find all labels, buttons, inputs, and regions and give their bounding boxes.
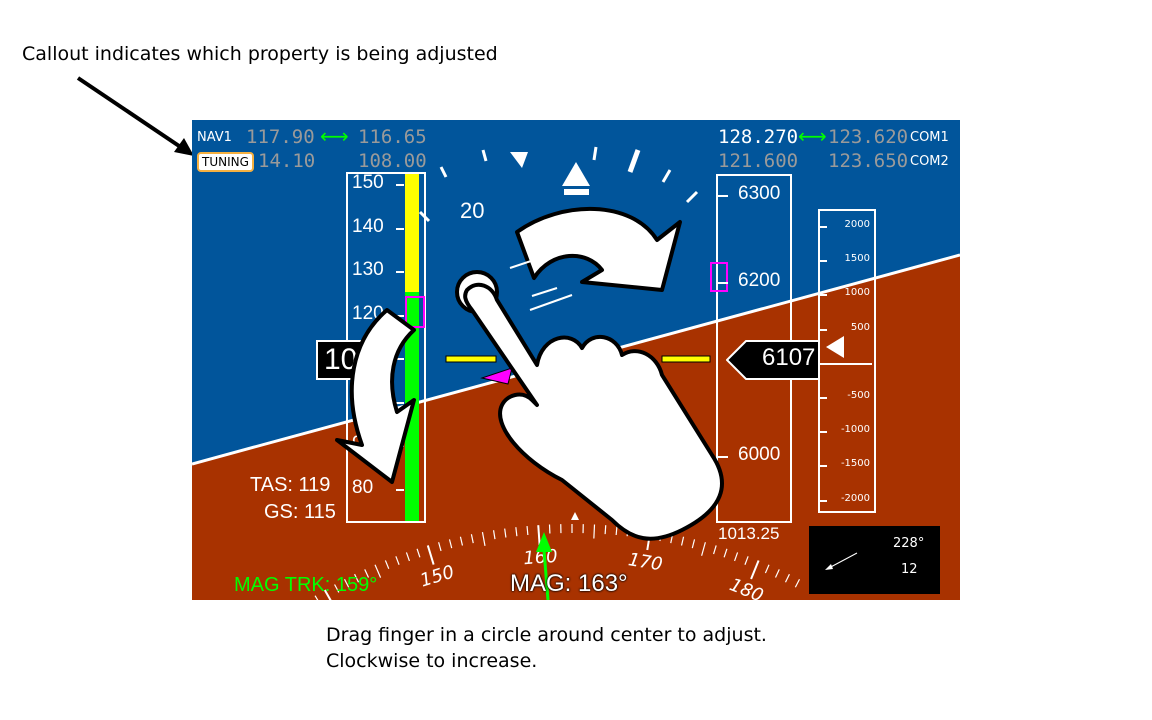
instruction-line-2: Clockwise to increase. <box>326 650 538 672</box>
heading-tick <box>515 527 518 537</box>
heading-tick <box>615 525 618 536</box>
vsi-tick-label: 500 <box>850 321 870 333</box>
heading-tick <box>470 534 474 544</box>
heading-tick <box>448 539 453 549</box>
instruction-line-1: Drag finger in a circle around center to… <box>326 624 767 646</box>
nav-swap-icon[interactable]: ⟷ <box>320 124 349 148</box>
heading-tick <box>492 530 496 540</box>
baro-setting[interactable]: 1013.25 <box>718 524 780 543</box>
heading-tick <box>526 525 529 536</box>
heading-tick <box>343 578 350 588</box>
heading-tick <box>438 542 442 552</box>
airspeed-tick-label: 80 <box>352 476 374 498</box>
heading-tick <box>680 536 685 546</box>
callout-annotation: Callout indicates which property is bein… <box>22 43 498 65</box>
com1-standby[interactable]: 123.620 <box>828 126 909 148</box>
heading-tick <box>723 548 728 558</box>
airspeed-tick-label: 140 <box>352 215 384 237</box>
heading-tick <box>354 573 360 583</box>
heading-tick <box>691 539 696 549</box>
heading-tick <box>364 569 370 578</box>
vsi-pointer-icon <box>826 336 844 358</box>
altitude-tick-label: 6200 <box>738 270 781 291</box>
wind-arrow-icon <box>825 552 858 570</box>
heading-tick <box>323 589 332 600</box>
track-pointer-icon <box>536 532 552 552</box>
vsi-tick-label: 1000 <box>844 287 870 299</box>
vsi-tick-label: -1500 <box>840 458 870 470</box>
airspeed-tick-label: 150 <box>352 172 384 193</box>
wind-speed: 12 <box>901 562 918 577</box>
nav2-active[interactable]: 14.10 <box>258 150 316 172</box>
com2-active[interactable]: 121.600 <box>718 150 799 172</box>
rotate-gesture-icon <box>335 207 724 541</box>
annotation-arrow-icon <box>76 76 194 156</box>
nav1-active[interactable]: 117.90 <box>246 126 315 148</box>
heading-tick <box>712 545 717 555</box>
ground-speed: GS: 115 <box>264 501 336 523</box>
vsi-tick-label: 1500 <box>844 253 870 265</box>
heading-tick <box>334 584 340 593</box>
wind-box: 228° 12 <box>809 526 940 594</box>
heading-tick <box>784 573 790 583</box>
heading-tick <box>794 578 801 588</box>
heading-tick <box>504 528 507 538</box>
nav1-standby[interactable]: 116.65 <box>358 126 427 148</box>
heading-tick <box>481 532 486 547</box>
heading-tick <box>374 564 382 578</box>
magnetic-track: MAG TRK: 159° <box>234 574 378 596</box>
heading-tick <box>593 524 596 539</box>
heading-tick <box>604 525 607 535</box>
altitude-tick-label: 6300 <box>738 183 781 204</box>
nav2-standby[interactable]: 108.00 <box>358 150 427 172</box>
com-swap-icon[interactable]: ⟷ <box>798 124 827 148</box>
magnetic-heading: MAG: 163° <box>510 570 628 597</box>
heading-tick <box>384 560 390 570</box>
com2-label: COM2 <box>910 154 949 169</box>
heading-tick <box>537 525 541 546</box>
pitch-label: 20 <box>460 198 484 223</box>
altitude-tick-label: 6000 <box>738 444 781 465</box>
airspeed-tick-label: 130 <box>352 259 384 280</box>
heading-tick <box>750 560 760 580</box>
com2-standby[interactable]: 123.650 <box>828 150 909 172</box>
true-airspeed: TAS: 119 <box>250 474 331 496</box>
heading-tick <box>459 536 464 546</box>
wind-direction: 228° <box>893 536 925 551</box>
vsi-tick-label: -500 <box>847 390 870 401</box>
altitude-readout: 6107 <box>762 344 816 371</box>
com1-active[interactable]: 128.270 <box>718 126 799 148</box>
heading-tick <box>426 545 435 565</box>
heading-tick <box>701 542 706 556</box>
vertical-speed-indicator: 2000 1500 1000 500 -500 -1000 -1500 -2000 <box>818 209 876 513</box>
vsi-tick-label: -2000 <box>840 492 870 504</box>
com1-label: COM1 <box>910 130 949 145</box>
heading-tick <box>314 595 319 600</box>
heading-tick <box>405 552 411 562</box>
heading-tick <box>416 548 421 558</box>
heading-tick <box>733 552 739 562</box>
heading-tick <box>774 569 780 578</box>
heading-tick <box>764 564 770 574</box>
heading-tick <box>395 556 400 565</box>
vsi-tick-label: -1000 <box>840 424 870 436</box>
tuning-callout: TUNING <box>197 152 254 172</box>
nav1-label: NAV1 <box>197 130 232 145</box>
heading-tick <box>744 556 749 565</box>
primary-flight-display[interactable]: 20 NAV1 117.90 ⟷ 116.65 14.10 108.00 TUN… <box>192 120 960 600</box>
heading-bug-icon <box>571 512 579 520</box>
vsi-tick-label: 2000 <box>844 219 870 230</box>
